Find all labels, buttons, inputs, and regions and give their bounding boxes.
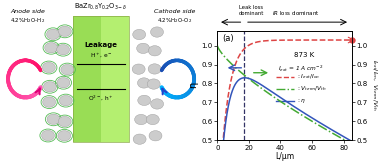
Text: Leakage: Leakage bbox=[85, 42, 118, 48]
Text: O$^{2-}$, h$^+$: O$^{2-}$, h$^+$ bbox=[88, 93, 114, 102]
Text: H$^+$, e$^-$: H$^+$, e$^-$ bbox=[90, 51, 113, 60]
Circle shape bbox=[138, 95, 151, 105]
Text: $IR$ loss dominant: $IR$ loss dominant bbox=[273, 9, 320, 17]
Circle shape bbox=[42, 62, 55, 73]
Text: BaZr$_{0.8}$Y$_{0.2}$O$_{3-\delta}$: BaZr$_{0.8}$Y$_{0.2}$O$_{3-\delta}$ bbox=[74, 2, 128, 12]
Circle shape bbox=[58, 131, 71, 141]
Circle shape bbox=[59, 95, 72, 106]
Circle shape bbox=[137, 43, 150, 53]
X-axis label: L/μm: L/μm bbox=[275, 152, 294, 161]
Circle shape bbox=[148, 64, 161, 74]
Circle shape bbox=[149, 131, 162, 141]
Text: Anode side: Anode side bbox=[10, 9, 45, 14]
Text: 4.2%H$_2$O-H$_2$: 4.2%H$_2$O-H$_2$ bbox=[10, 16, 45, 25]
Circle shape bbox=[45, 43, 57, 53]
Circle shape bbox=[150, 27, 163, 37]
Circle shape bbox=[57, 45, 70, 55]
Circle shape bbox=[133, 134, 146, 144]
Circle shape bbox=[147, 79, 160, 89]
Circle shape bbox=[151, 99, 164, 109]
Circle shape bbox=[132, 64, 145, 74]
Circle shape bbox=[135, 114, 147, 125]
Text: : $\eta$: : $\eta$ bbox=[296, 97, 306, 105]
Polygon shape bbox=[101, 16, 129, 142]
Text: 873 K: 873 K bbox=[294, 52, 314, 58]
Circle shape bbox=[148, 46, 161, 56]
Text: $I_{ext}$ = 1 A cm$^{-2}$: $I_{ext}$ = 1 A cm$^{-2}$ bbox=[278, 63, 323, 74]
Circle shape bbox=[146, 114, 159, 125]
Circle shape bbox=[138, 78, 150, 88]
Circle shape bbox=[133, 29, 146, 40]
Circle shape bbox=[47, 114, 60, 124]
Text: : $V_{term}/V_{th}$: : $V_{term}/V_{th}$ bbox=[296, 84, 326, 93]
Circle shape bbox=[43, 97, 56, 107]
Circle shape bbox=[61, 64, 74, 75]
Y-axis label: η: η bbox=[189, 82, 198, 88]
Circle shape bbox=[58, 116, 71, 127]
Text: : $I_{ext}/I_{on}$: : $I_{ext}/I_{on}$ bbox=[296, 72, 319, 81]
Circle shape bbox=[46, 29, 59, 39]
Y-axis label: $I_{ext}/I_{on}$,  $V_{term}/V_{th}$: $I_{ext}/I_{on}$, $V_{term}/V_{th}$ bbox=[370, 59, 378, 111]
Text: 4.2%H$_2$O-O$_2$: 4.2%H$_2$O-O$_2$ bbox=[157, 16, 192, 25]
Text: Cathode side: Cathode side bbox=[154, 9, 196, 14]
Circle shape bbox=[43, 82, 56, 92]
Circle shape bbox=[58, 26, 71, 36]
Text: (a): (a) bbox=[223, 34, 234, 43]
Circle shape bbox=[42, 130, 54, 141]
Circle shape bbox=[57, 78, 70, 88]
Polygon shape bbox=[73, 16, 129, 142]
Text: Leak loss
dominant: Leak loss dominant bbox=[239, 5, 264, 16]
